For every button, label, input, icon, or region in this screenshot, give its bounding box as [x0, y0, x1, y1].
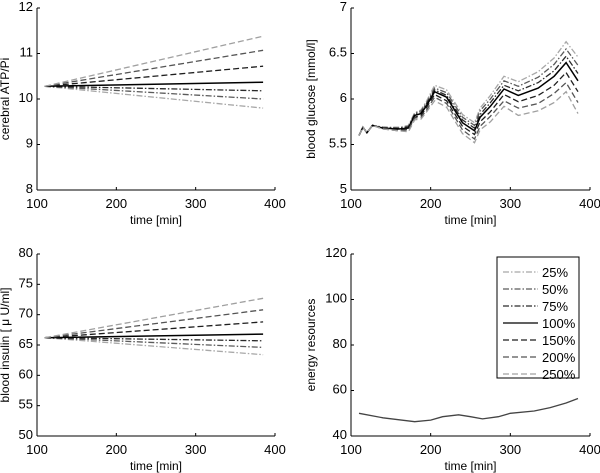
x-tick-label: 200: [420, 442, 442, 457]
x-tick-label: 200: [420, 196, 442, 211]
series-line-150-: [44, 321, 264, 339]
y-tick-label: 9: [26, 136, 33, 151]
y-axis-label: energy resources: [304, 299, 318, 392]
series-line-25-: [44, 85, 264, 109]
series-line-250-: [44, 297, 264, 339]
subplot-2: 100 200 300 400 5 5.5 6 6.5 7 time [min] blood glu…: [304, 0, 600, 227]
y-tick-label: 10: [19, 90, 33, 105]
y-tick-label: 6: [340, 90, 347, 105]
y-tick-label: 11: [20, 45, 34, 60]
x-axis-label: time [min]: [444, 459, 496, 473]
series-line-50-: [44, 337, 264, 349]
x-tick-label: 100: [340, 442, 362, 457]
legend-label: 200%: [542, 350, 576, 365]
series-line-75-: [44, 337, 264, 342]
series-line-200-: [44, 309, 264, 339]
series-line-250-: [358, 90, 579, 144]
x-tick-label: 400: [264, 442, 286, 457]
y-tick-label: 40: [333, 427, 347, 442]
y-tick-label: 65: [19, 336, 33, 351]
legend-label: 75%: [542, 299, 568, 314]
x-tick-label: 200: [105, 196, 127, 211]
y-axis-label: blood insulin [ μ U/ml]: [0, 288, 12, 403]
y-tick-label: 5.5: [329, 136, 347, 151]
series-line-200-: [44, 49, 264, 87]
legend-label: 100%: [542, 316, 576, 331]
x-tick-label: 300: [185, 196, 207, 211]
y-tick-label: 6.5: [329, 45, 347, 60]
y-tick-label: 12: [19, 0, 33, 14]
x-axis-label: time [min]: [130, 459, 182, 473]
y-tick-label: 55: [19, 397, 33, 412]
series-line-75-: [44, 85, 264, 92]
x-axis-label: time [min]: [444, 213, 496, 227]
x-tick-label: 100: [26, 196, 48, 211]
x-tick-label: 400: [579, 196, 600, 211]
legend-label: 150%: [542, 333, 576, 348]
y-tick-label: 5: [340, 181, 347, 196]
subplot-1: 100 200 300 400 8 9 10 11 12 time [min] cerebral A…: [0, 0, 286, 227]
y-tick-label: 80: [19, 245, 33, 260]
series-line-100-: [44, 333, 264, 339]
y-tick-label: 60: [19, 366, 33, 381]
x-tick-label: 400: [579, 442, 600, 457]
legend-label: 50%: [542, 282, 568, 297]
y-axis-label: cerebral ATP/Pi: [0, 58, 12, 140]
series-line-25-: [44, 337, 264, 356]
x-tick-label: 100: [340, 196, 362, 211]
series-line-50-: [44, 85, 264, 100]
legend: 25% 50% 75% 100% 150% 200% 250%: [496, 256, 580, 382]
legend-label: 250%: [542, 367, 576, 382]
legend-box: [496, 256, 580, 379]
series-line-100-: [44, 81, 264, 88]
y-tick-label: 120: [325, 245, 347, 260]
y-tick-label: 80: [333, 336, 347, 351]
y-tick-label: 100: [325, 291, 347, 306]
x-tick-label: 400: [264, 196, 286, 211]
x-tick-label: 300: [185, 442, 207, 457]
series-line-25-: [358, 40, 579, 136]
x-tick-label: 300: [499, 442, 521, 457]
y-tick-label: 50: [19, 427, 33, 442]
x-tick-label: 300: [499, 196, 521, 211]
series-line-75-: [358, 55, 579, 136]
series-line-250-: [44, 35, 264, 87]
y-tick-label: 70: [19, 306, 33, 321]
x-tick-label: 200: [105, 442, 127, 457]
x-tick-label: 100: [26, 442, 48, 457]
y-tick-label: 75: [19, 275, 33, 290]
x-axis-label: time [min]: [130, 213, 182, 227]
y-tick-label: 7: [340, 0, 347, 14]
legend-label: 25%: [542, 265, 568, 280]
y-tick-label: 60: [333, 382, 347, 397]
y-tick-label: 8: [26, 181, 33, 196]
subplot-4: 100 200 300 400 40 60 80 100 120 time [min] energy…: [304, 245, 600, 473]
subplot-3: 100 200 300 400 50 55 60 65 70 75 80 time [min] bloo…: [0, 245, 286, 473]
series-line-150-: [44, 65, 264, 87]
y-axis-label: blood glucose [mmol/l]: [304, 39, 318, 158]
series-line-50-: [358, 47, 579, 136]
series-line-all-series-overlapping-: [358, 397, 579, 423]
